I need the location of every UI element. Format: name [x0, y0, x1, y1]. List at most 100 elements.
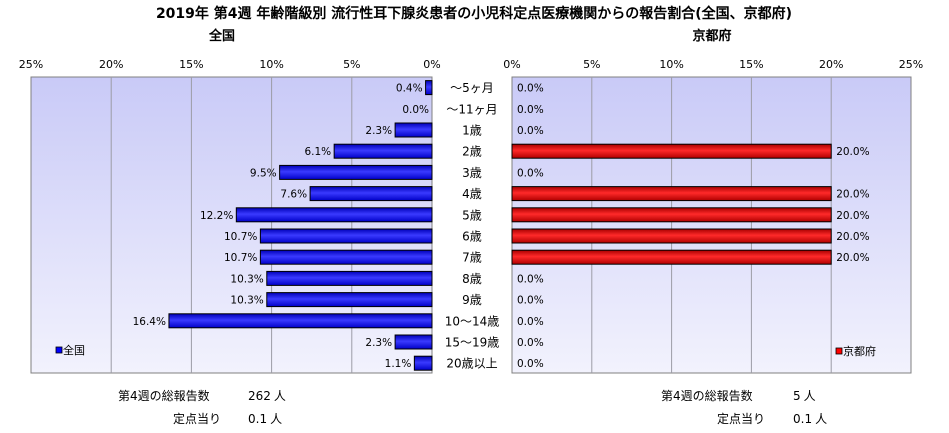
- tick-label-left: 20%: [99, 58, 123, 71]
- bar-kyoto: [511, 228, 832, 244]
- data-label-kyoto: 0.0%: [517, 295, 544, 307]
- kyoto-total-value: 5: [793, 389, 801, 403]
- legend-kyoto-swatch: [835, 347, 843, 355]
- data-label-national: 2.3%: [365, 337, 392, 349]
- category-label: 4歳: [462, 187, 482, 201]
- data-label-national: 12.2%: [200, 210, 233, 222]
- bar-national: [425, 80, 433, 96]
- category-label: ～5ヶ月: [450, 81, 494, 95]
- tick-label-right: 10%: [659, 58, 683, 71]
- kyoto-per-value: 0.1: [793, 412, 813, 426]
- data-label-national: 2.3%: [365, 125, 392, 137]
- data-label-kyoto: 20.0%: [836, 210, 869, 222]
- data-label-kyoto: 20.0%: [836, 146, 869, 158]
- data-label-national: 10.3%: [230, 295, 263, 307]
- data-label-kyoto: 0.0%: [517, 83, 544, 95]
- bar-national: [168, 313, 433, 329]
- data-label-national: 16.4%: [133, 316, 166, 328]
- tick-label-left: 0%: [423, 58, 440, 71]
- data-label-kyoto: 0.0%: [517, 104, 544, 116]
- data-label-kyoto: 20.0%: [836, 189, 869, 201]
- kyoto-total-unit: 人: [803, 389, 816, 403]
- tick-label-right: 15%: [739, 58, 763, 71]
- bar-national: [259, 249, 433, 265]
- bar-national: [333, 143, 433, 159]
- data-label-national: 1.1%: [385, 358, 412, 370]
- bar-national: [309, 186, 433, 202]
- category-label: 10～14歳: [445, 314, 500, 328]
- data-label-kyoto: 0.0%: [517, 337, 544, 349]
- kyoto-per-unit: 人: [815, 412, 828, 426]
- data-label-national: 0.0%: [402, 104, 429, 116]
- tick-label-right: 5%: [583, 58, 600, 71]
- kyoto-per-line: 定点当り 0.1 人: [717, 410, 827, 427]
- category-label: 5歳: [462, 208, 482, 222]
- bar-national: [266, 292, 433, 308]
- left-plot-area: [30, 76, 433, 374]
- category-label: 7歳: [462, 251, 482, 265]
- data-label-kyoto: 20.0%: [836, 252, 869, 264]
- category-label: 1歳: [462, 124, 482, 138]
- national-per-label: 定点当り: [173, 412, 222, 426]
- national-total-value: 262: [248, 389, 271, 403]
- kyoto-per-label: 定点当り: [717, 412, 766, 426]
- national-per-value: 0.1: [248, 412, 268, 426]
- kyoto-total-line: 第4週の総報告数 5 人: [661, 387, 816, 404]
- category-label: 6歳: [462, 230, 482, 244]
- category-label: 15～19歳: [445, 336, 500, 350]
- legend-national: 全国: [55, 343, 85, 357]
- tick-label-left: 10%: [259, 58, 283, 71]
- bar-national: [266, 270, 433, 286]
- legend-kyoto: 京都府: [835, 344, 876, 358]
- chart: 2019年 第4週 年齢階級別 流行性耳下腺炎患者の小児科定点医療機関からの報告…: [19, 5, 923, 374]
- category-label: 3歳: [462, 166, 482, 180]
- tick-label-left: 15%: [179, 58, 203, 71]
- national-total-unit: 人: [273, 389, 286, 403]
- left-panel-title: 全国: [208, 28, 235, 44]
- right-panel-title: 京都府: [692, 28, 731, 44]
- category-label: 8歳: [462, 272, 482, 286]
- bar-kyoto: [511, 143, 832, 159]
- tick-label-left: 5%: [343, 58, 360, 71]
- bar-kyoto: [511, 186, 832, 202]
- national-total-label: 第4週の総報告数: [118, 389, 210, 403]
- bar-national: [413, 355, 433, 371]
- national-per-unit: 人: [270, 412, 283, 426]
- data-label-national: 10.3%: [230, 273, 263, 285]
- category-label: ～11ヶ月: [446, 102, 497, 116]
- category-label: 2歳: [462, 145, 482, 159]
- data-label-kyoto: 0.0%: [517, 125, 544, 137]
- tick-label-right: 25%: [899, 58, 923, 71]
- national-per-line: 定点当り 0.1 人: [173, 410, 282, 427]
- category-label: 20歳以上: [446, 357, 497, 371]
- bar-kyoto: [511, 249, 832, 265]
- data-label-kyoto: 20.0%: [836, 231, 869, 243]
- legend-national-label: 全国: [63, 343, 85, 357]
- data-label-national: 10.7%: [224, 231, 257, 243]
- legend-national-swatch: [55, 346, 63, 354]
- data-label-national: 9.5%: [250, 167, 277, 179]
- right-plot-area: [511, 76, 912, 374]
- bar-national: [235, 207, 433, 223]
- bar-national: [394, 122, 433, 138]
- data-label-national: 10.7%: [224, 252, 257, 264]
- chart-title: 2019年 第4週 年齢階級別 流行性耳下腺炎患者の小児科定点医療機関からの報告…: [156, 5, 792, 22]
- data-label-kyoto: 0.0%: [517, 316, 544, 328]
- tick-label-left: 25%: [19, 58, 43, 71]
- data-label-kyoto: 0.0%: [517, 358, 544, 370]
- data-label-kyoto: 0.0%: [517, 167, 544, 179]
- bar-national: [279, 164, 433, 180]
- data-label-national: 0.4%: [396, 83, 423, 95]
- category-label: 9歳: [462, 293, 482, 307]
- tick-label-right: 0%: [503, 58, 520, 71]
- bar-national: [394, 334, 433, 350]
- bar-national: [259, 228, 433, 244]
- kyoto-total-label: 第4週の総報告数: [661, 389, 753, 403]
- tick-label-right: 20%: [819, 58, 843, 71]
- bar-kyoto: [511, 207, 832, 223]
- data-label-national: 7.6%: [280, 189, 307, 201]
- data-label-kyoto: 0.0%: [517, 273, 544, 285]
- national-total-line: 第4週の総報告数 262 人: [118, 387, 286, 404]
- legend-kyoto-label: 京都府: [843, 344, 876, 358]
- data-label-national: 6.1%: [304, 146, 331, 158]
